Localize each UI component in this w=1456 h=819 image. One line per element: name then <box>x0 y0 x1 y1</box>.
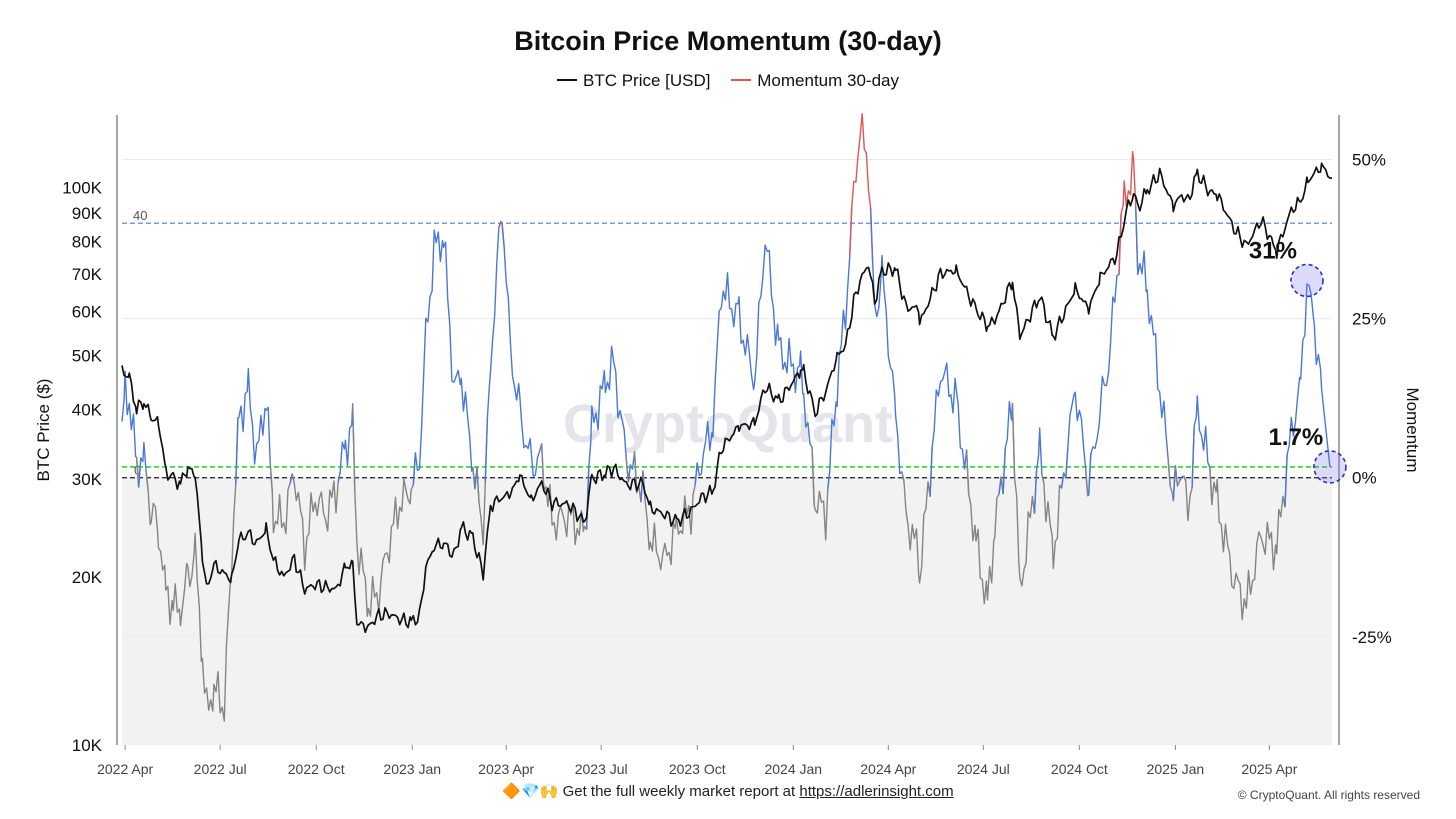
legend-label-momentum: Momentum 30-day <box>757 71 899 90</box>
right-tick-1: 25% <box>1352 310 1386 329</box>
annotation-label-1: 1.7% <box>1269 424 1324 451</box>
axes: 10K 20K 30K 40K 50K 60K 70K 80K 90K 100K 50% 25% 0% -… <box>34 115 1422 777</box>
momentum-segment-29 <box>901 447 933 584</box>
right-tick-2: 0% <box>1352 469 1377 488</box>
footer: 🔶💎🙌 Get the full weekly market report at… <box>0 782 1456 800</box>
legend-item-btc-price[interactable]: BTC Price [USD] <box>557 71 711 91</box>
momentum-segment-18 <box>585 345 629 530</box>
annotation-circle-0 <box>1290 263 1324 298</box>
momentum-segment-3 <box>145 417 239 722</box>
momentum-segment-37 <box>1041 472 1065 570</box>
right-axis-title: Momentum <box>1403 387 1422 472</box>
x-tick-0: 2022 Apr <box>97 761 153 777</box>
momentum-segment-35 <box>1011 403 1038 587</box>
btc-price-series <box>121 162 1332 634</box>
chart-title: Bitcoin Price Momentum (30-day) <box>514 26 942 56</box>
legend-label-btc: BTC Price [USD] <box>583 71 711 90</box>
footer-text: Get the full weekly market report at <box>562 783 796 800</box>
x-tick-2: 2022 Oct <box>288 761 345 777</box>
momentum-segment-30 <box>929 362 970 497</box>
momentum-segment-27 <box>849 112 874 262</box>
left-tick-0: 10K <box>72 736 103 755</box>
momentum-segment-28 <box>869 207 905 482</box>
x-tick-11: 2025 Jan <box>1147 761 1205 777</box>
reference-lines: 400 <box>122 208 1332 479</box>
momentum-segment-14 <box>484 221 502 482</box>
left-tick-2: 30K <box>72 470 103 489</box>
legend-swatch-momentum <box>731 78 752 81</box>
momentum-segment-43 <box>1118 150 1139 275</box>
momentum-segment-8 <box>337 403 356 492</box>
left-tick-1: 20K <box>72 568 103 587</box>
x-tick-9: 2024 Jul <box>957 761 1010 777</box>
annotations: 31% 1.7% <box>1249 237 1347 484</box>
momentum-segment-31 <box>965 449 1002 605</box>
x-tick-8: 2024 Apr <box>860 761 916 777</box>
x-tick-7: 2024 Jan <box>764 761 822 777</box>
momentum-segment-44 <box>1135 205 1171 487</box>
x-tick-3: 2023 Jan <box>383 761 441 777</box>
left-tick-4: 50K <box>72 346 103 365</box>
annotation-label-0: 31% <box>1249 237 1297 264</box>
momentum-segment-7 <box>291 471 341 571</box>
x-tick-10: 2024 Oct <box>1051 761 1108 777</box>
negative-region-background <box>122 477 1332 745</box>
momentum-segment-52 <box>1284 283 1331 507</box>
momentum-segment-25 <box>811 447 831 541</box>
chart-legend: BTC Price [USD] Momentum 30-day <box>0 71 1456 91</box>
momentum-segment-0 <box>121 370 140 488</box>
left-tick-9: 100K <box>62 179 102 198</box>
left-tick-8: 90K <box>72 204 103 223</box>
momentum-segment-50 <box>1191 395 1213 505</box>
momentum-series <box>121 112 1331 722</box>
copyright: © CryptoQuant. All rights reserved <box>1237 788 1420 802</box>
footer-link[interactable]: https://adlerinsight.com <box>799 783 954 800</box>
left-tick-5: 60K <box>72 302 103 321</box>
footer-emojis: 🔶💎🙌 <box>502 783 559 800</box>
left-axis-title: BTC Price ($) <box>34 379 53 482</box>
momentum-segment-5 <box>269 463 293 535</box>
x-tick-1: 2022 Jul <box>194 761 247 777</box>
momentum-segment-23 <box>642 462 698 571</box>
watermark: CryptoQuant <box>563 394 893 454</box>
momentum-segment-16 <box>501 222 545 491</box>
momentum-segment-4 <box>235 367 273 493</box>
x-tick-6: 2023 Oct <box>669 761 726 777</box>
momentum-segment-40 <box>1065 391 1089 496</box>
x-tick-5: 2023 Jul <box>575 761 628 777</box>
annotation-circle-1 <box>1313 450 1347 484</box>
left-tick-6: 70K <box>72 265 103 284</box>
momentum-segment-10 <box>412 229 476 489</box>
momentum-segment-42 <box>1088 213 1122 496</box>
btc-price-line <box>121 162 1332 634</box>
momentum-segment-24 <box>694 244 815 506</box>
right-tick-3: -25% <box>1352 628 1392 647</box>
momentum-segment-51 <box>1209 454 1288 621</box>
x-tick-4: 2023 Apr <box>478 761 534 777</box>
legend-swatch-btc <box>557 78 577 81</box>
left-tick-7: 80K <box>72 233 103 252</box>
negative-region <box>122 477 1332 745</box>
legend-item-momentum[interactable]: Momentum 30-day <box>731 71 899 91</box>
right-tick-0: 50% <box>1352 151 1386 170</box>
momentum-segment-9 <box>352 403 417 617</box>
x-tick-12: 2025 Apr <box>1241 761 1297 777</box>
reference-label-0: 40 <box>133 208 147 223</box>
left-tick-3: 40K <box>72 400 103 419</box>
